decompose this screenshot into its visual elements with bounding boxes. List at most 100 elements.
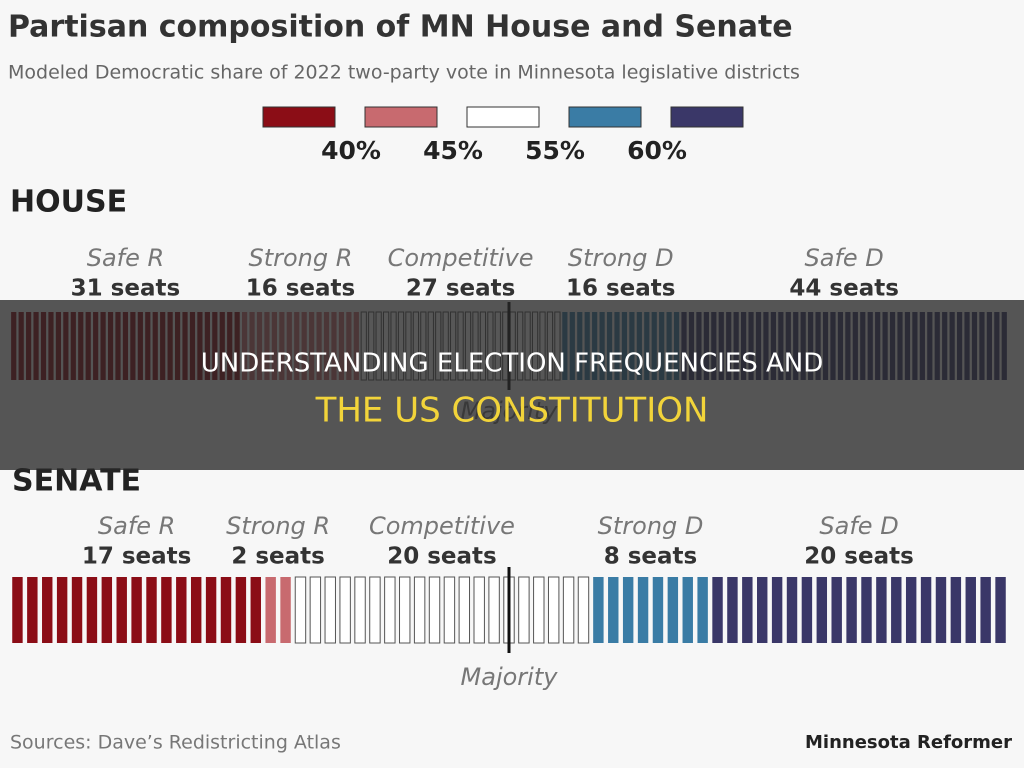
seat <box>682 577 693 643</box>
seat <box>280 577 291 643</box>
legend-swatch <box>568 106 642 128</box>
seat <box>637 577 649 643</box>
seat <box>176 577 187 643</box>
seat <box>816 577 828 643</box>
seat <box>801 577 813 643</box>
seat <box>250 577 261 643</box>
seat <box>727 577 738 643</box>
seat <box>488 576 500 644</box>
seat <box>294 576 307 644</box>
group-name: Strong R <box>248 244 352 272</box>
seat <box>131 577 142 643</box>
legend-swatch <box>364 106 438 128</box>
seat <box>533 576 545 644</box>
seat <box>42 577 53 643</box>
group-seats: 16 seats <box>566 276 676 302</box>
seat <box>577 576 590 644</box>
seat <box>995 577 1006 643</box>
legend-label: 45% <box>423 136 483 165</box>
seat <box>339 576 351 644</box>
senate-chart: Safe R 17 seats Strong R 2 seats Competitive… <box>12 512 1006 691</box>
seat <box>12 577 23 643</box>
brand: Minnesota Reformer <box>805 732 1012 753</box>
group-name: Strong R <box>226 512 330 540</box>
seat <box>935 577 947 643</box>
group-seats: 8 seats <box>604 544 698 570</box>
seat <box>309 576 322 644</box>
seat <box>399 576 411 644</box>
seat <box>190 577 202 643</box>
seat <box>562 576 575 644</box>
seat <box>965 577 976 643</box>
title: Partisan composition of MN House and Sen… <box>8 10 793 45</box>
group-seats: 2 seats <box>231 544 325 570</box>
seat <box>235 577 247 643</box>
seat <box>593 577 604 643</box>
group-seats: 44 seats <box>789 276 899 302</box>
seat <box>101 577 113 643</box>
seat <box>622 577 634 643</box>
group-seats: 16 seats <box>246 276 356 302</box>
legend-label: 40% <box>321 136 381 165</box>
seat <box>712 577 723 643</box>
seat <box>697 577 708 643</box>
group-seats: 27 seats <box>406 276 516 302</box>
sources: Sources: Dave’s Redistricting Atlas <box>10 732 341 754</box>
group-seats: 31 seats <box>71 276 181 302</box>
group-name: Competitive <box>369 512 515 540</box>
seat <box>757 577 768 643</box>
seat <box>443 576 456 644</box>
seat <box>458 576 471 644</box>
seat <box>354 576 366 644</box>
seat <box>413 576 426 644</box>
seat <box>547 576 560 644</box>
legend-label: 60% <box>627 136 687 165</box>
seat <box>116 577 127 643</box>
seat <box>846 577 857 643</box>
seat <box>950 577 962 643</box>
seat <box>518 576 530 644</box>
seat <box>608 577 619 643</box>
group-name: Competitive <box>388 244 534 272</box>
seat <box>220 577 232 643</box>
group-seats: 20 seats <box>804 544 914 570</box>
group-name: Safe D <box>819 512 898 540</box>
seat <box>876 577 887 643</box>
legend-swatch <box>262 106 336 128</box>
seat <box>786 577 798 643</box>
seat <box>161 577 172 643</box>
group-name: Safe D <box>805 244 884 272</box>
seat <box>980 577 991 643</box>
seat <box>324 576 336 644</box>
seat <box>861 577 872 643</box>
seat <box>891 577 902 643</box>
legend: 40% 45% 55% 60% <box>262 106 744 165</box>
overlay-band <box>0 300 1024 470</box>
seat <box>146 577 157 643</box>
seat <box>265 577 276 643</box>
group-name: Safe R <box>87 244 164 272</box>
seat <box>742 577 753 643</box>
legend-swatch <box>670 106 744 128</box>
house-heading: HOUSE <box>10 185 127 220</box>
seat <box>905 577 917 643</box>
group-seats: 17 seats <box>82 544 192 570</box>
seat <box>428 576 441 644</box>
legend-label: 55% <box>525 136 585 165</box>
subtitle: Modeled Democratic share of 2022 two-par… <box>8 62 800 84</box>
seat <box>27 577 38 643</box>
overlay-title: UNDERSTANDING ELECTION FREQUENCIES AND <box>201 349 823 379</box>
seat <box>56 577 68 643</box>
overlay-title: THE US CONSTITUTION <box>315 391 709 431</box>
seat <box>205 577 217 643</box>
group-name: Strong D <box>598 512 704 540</box>
seat <box>473 576 485 644</box>
seat <box>71 577 83 643</box>
group-seats: 20 seats <box>387 544 497 570</box>
seat <box>86 577 98 643</box>
legend-swatch <box>466 106 540 128</box>
seat <box>384 576 396 644</box>
group-name: Safe R <box>98 512 175 540</box>
